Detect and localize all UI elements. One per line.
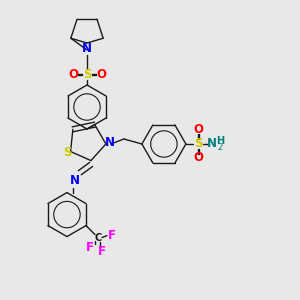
Text: N: N: [207, 137, 217, 151]
Text: S: S: [63, 146, 72, 159]
Text: O: O: [96, 68, 106, 82]
Text: F: F: [98, 245, 106, 258]
Text: O: O: [68, 68, 78, 82]
Text: O: O: [193, 124, 203, 136]
Text: N: N: [82, 43, 92, 56]
Text: N: N: [105, 136, 115, 149]
Text: S: S: [194, 137, 202, 151]
Text: C: C: [94, 232, 102, 243]
Text: N: N: [70, 174, 80, 187]
Text: H: H: [216, 136, 224, 146]
Text: 2: 2: [217, 143, 223, 152]
Text: F: F: [108, 229, 116, 242]
Text: F: F: [86, 241, 94, 254]
Text: S: S: [83, 68, 91, 82]
Text: O: O: [193, 152, 203, 164]
